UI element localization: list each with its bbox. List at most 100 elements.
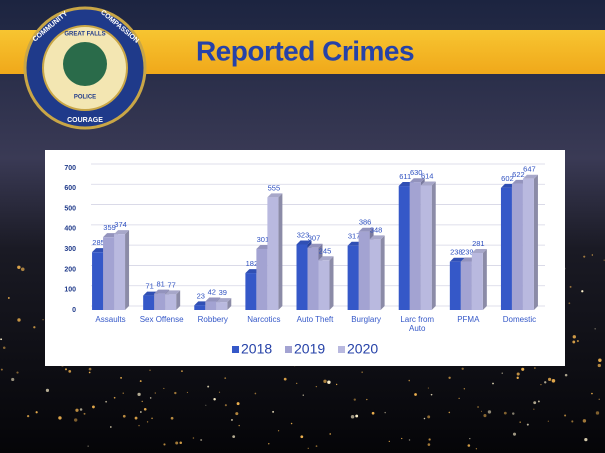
light — [414, 393, 417, 396]
slide-title: Reported Crimes — [196, 35, 414, 66]
bar — [245, 273, 257, 310]
light — [58, 416, 62, 420]
light — [35, 411, 38, 414]
light — [79, 408, 83, 411]
light — [323, 379, 327, 383]
light — [213, 397, 216, 401]
x-tick-label: Burglary — [351, 315, 381, 324]
bar-side — [125, 230, 130, 310]
light — [401, 437, 403, 440]
value-label: 317 — [348, 232, 361, 241]
y-tick-label: 600 — [64, 185, 76, 192]
badge-text: POLICE — [74, 95, 96, 101]
light — [315, 445, 318, 447]
value-label: 611 — [399, 172, 411, 181]
light — [232, 435, 236, 439]
bar — [216, 302, 228, 310]
light — [371, 411, 375, 415]
bar-side — [482, 248, 487, 310]
light — [591, 392, 593, 395]
light — [207, 385, 210, 388]
light — [551, 378, 556, 383]
light — [335, 383, 338, 386]
bar — [449, 261, 461, 310]
light — [487, 410, 492, 414]
light — [598, 358, 602, 362]
light — [186, 391, 189, 393]
value-label: 285 — [92, 238, 105, 247]
light — [448, 411, 451, 414]
value-label: 555 — [268, 183, 281, 192]
light — [87, 445, 89, 447]
light — [408, 379, 411, 382]
bar-top — [216, 298, 232, 303]
light — [88, 371, 91, 374]
value-label: 239 — [461, 248, 474, 257]
light — [137, 392, 141, 397]
light — [568, 302, 571, 305]
light — [475, 448, 478, 450]
light — [268, 443, 270, 445]
light — [571, 420, 574, 423]
bar-side — [227, 298, 232, 310]
bar-side — [278, 193, 283, 310]
light — [526, 423, 529, 426]
bar — [256, 248, 268, 310]
light — [143, 407, 147, 411]
value-label: 238 — [450, 248, 463, 257]
bar-top — [449, 257, 465, 262]
light — [329, 433, 332, 435]
light — [467, 444, 471, 447]
light — [224, 377, 227, 379]
light — [2, 346, 6, 350]
light — [533, 408, 535, 410]
bar-top — [154, 289, 170, 294]
value-label: 301 — [257, 235, 270, 244]
light — [296, 382, 298, 385]
light — [218, 391, 221, 393]
value-label: 630 — [410, 168, 423, 177]
value-label: 71 — [145, 282, 153, 291]
light — [366, 398, 368, 401]
light — [75, 408, 79, 412]
bar — [103, 237, 115, 310]
light — [564, 373, 568, 377]
value-label: 281 — [472, 239, 485, 248]
light — [408, 439, 411, 441]
bar — [318, 260, 330, 310]
light — [16, 371, 19, 374]
light — [42, 318, 44, 321]
light — [45, 388, 50, 392]
y-tick-label: 300 — [64, 246, 76, 253]
light — [0, 368, 3, 371]
light — [200, 439, 203, 442]
light — [537, 400, 540, 403]
light — [122, 414, 126, 418]
y-tick-label: 100 — [64, 287, 76, 294]
light — [139, 380, 142, 383]
legend-swatch — [285, 346, 292, 353]
light — [572, 335, 576, 339]
light — [17, 318, 21, 322]
light — [146, 421, 149, 423]
legend-swatch — [338, 346, 345, 353]
light — [315, 385, 318, 388]
bar — [409, 182, 421, 310]
light — [224, 404, 227, 407]
light — [231, 419, 233, 422]
light — [181, 370, 183, 373]
light — [327, 380, 331, 384]
light — [569, 285, 572, 288]
light — [355, 414, 359, 418]
light — [576, 339, 579, 343]
value-label: 323 — [297, 230, 310, 239]
light — [174, 391, 177, 395]
light — [361, 371, 363, 373]
light — [20, 267, 25, 272]
light — [595, 411, 600, 415]
light — [163, 387, 165, 389]
light — [603, 259, 605, 261]
light — [428, 438, 431, 441]
light — [74, 418, 78, 422]
light — [581, 290, 584, 293]
